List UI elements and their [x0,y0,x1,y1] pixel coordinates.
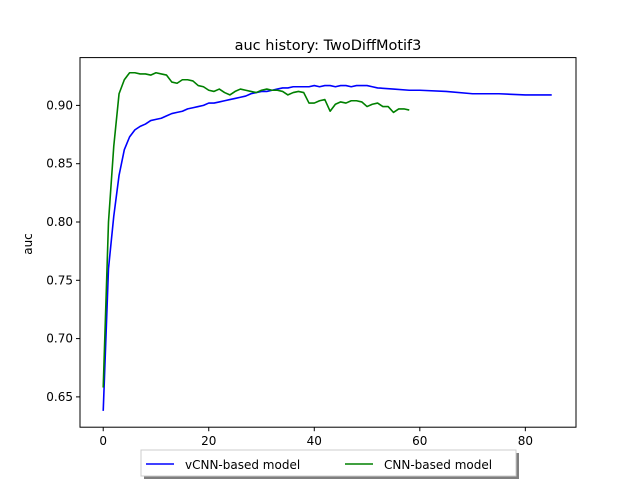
x-tick-label: 60 [412,434,427,448]
plot-frame [79,57,577,428]
y-tick-label: 0.80 [46,215,73,229]
legend[interactable]: vCNN-based model CNN-based model [140,449,519,479]
y-tick-label: 0.75 [46,273,73,287]
x-tick-label: 0 [99,434,107,448]
legend-box [140,449,517,477]
series-layer [102,71,552,411]
y-tick-label: 0.70 [46,332,73,346]
y-axis-label: auc [21,233,35,255]
y-tick-label: 0.65 [46,390,73,404]
series-line-1 [102,71,410,388]
y-tick-label: 0.90 [46,98,73,112]
legend-label-vcnn: vCNN-based model [185,458,300,472]
x-tick-label: 80 [518,434,533,448]
series-line-0 [102,84,552,411]
ticks-layer: 0 20 40 60 80 0.65 0.70 0.75 0.80 0.85 0.90 [46,98,533,448]
y-tick-label: 0.85 [46,157,73,171]
x-tick-label: 20 [201,434,216,448]
chart-title: auc history: TwoDiffMotif3 [235,38,422,54]
legend-label-cnn: CNN-based model [384,458,492,472]
x-tick-label: 40 [307,434,322,448]
